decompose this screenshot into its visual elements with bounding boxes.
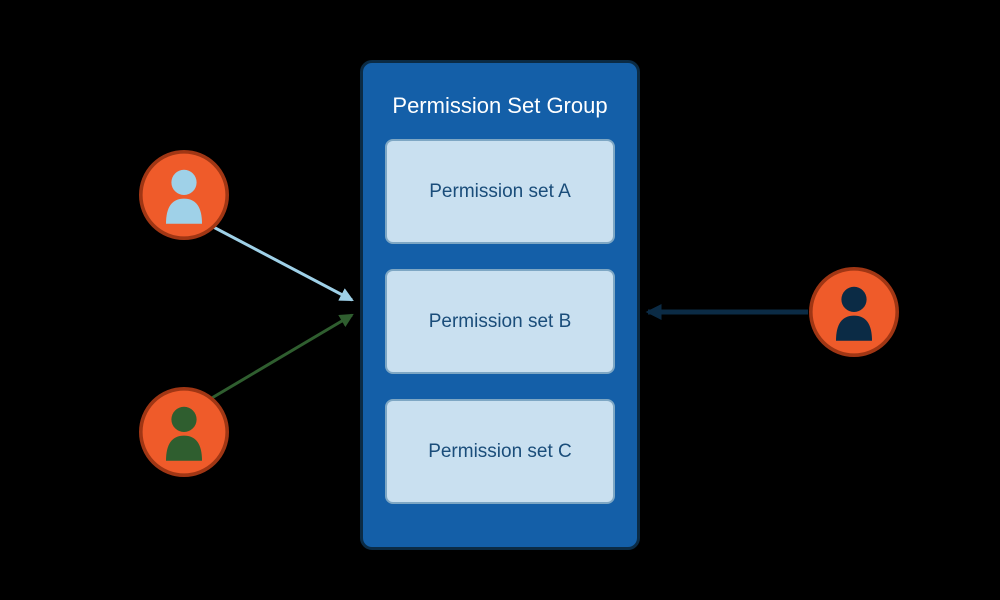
permission-set-group: Permission Set Group Permission set APer… xyxy=(360,60,640,550)
permission-card: Permission set B xyxy=(385,269,615,374)
permission-card-label: Permission set B xyxy=(429,311,572,333)
permission-card: Permission set C xyxy=(385,399,615,504)
user-top-left xyxy=(139,150,229,240)
permission-card-label: Permission set C xyxy=(428,441,572,463)
group-title: Permission Set Group xyxy=(392,93,607,119)
user-bottom-left xyxy=(139,387,229,477)
permission-card: Permission set A xyxy=(385,139,615,244)
person-icon xyxy=(139,387,229,477)
diagram-canvas: { "background_color": "#000000", "group"… xyxy=(0,0,1000,600)
permission-cards-container: Permission set A Permission set B Permissi… xyxy=(385,139,615,504)
person-icon xyxy=(139,150,229,240)
user-right xyxy=(809,267,899,357)
person-icon xyxy=(809,267,899,357)
permission-card-label: Permission set A xyxy=(429,181,571,203)
